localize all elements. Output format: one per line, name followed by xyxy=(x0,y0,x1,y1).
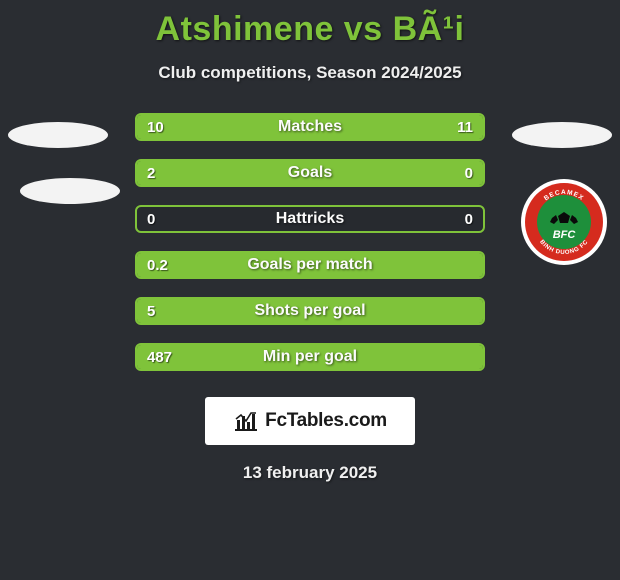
left-ellipse-2 xyxy=(20,178,120,204)
page-title: Atshimene vs BÃ¹i xyxy=(0,0,620,49)
stat-label: Min per goal xyxy=(137,348,483,366)
brand-box: FcTables.com xyxy=(205,397,415,445)
right-ellipse-1 xyxy=(512,122,612,148)
stat-label: Hattricks xyxy=(137,210,483,228)
date-text: 13 february 2025 xyxy=(0,463,620,483)
stat-label: Matches xyxy=(137,118,483,136)
brand-text: FcTables.com xyxy=(265,410,387,432)
stat-row: 0.2 Goals per match xyxy=(135,251,485,279)
page-subtitle: Club competitions, Season 2024/2025 xyxy=(0,63,620,83)
stat-row: 2 Goals 0 xyxy=(135,159,485,187)
stat-label: Goals per match xyxy=(137,256,483,274)
club-badge-icon: BECAMEX BINH DUONG FC BFC xyxy=(520,178,608,266)
stats-container: 10 Matches 11 2 Goals 0 0 Hattricks 0 0.… xyxy=(135,113,485,371)
stat-value-right: 11 xyxy=(457,119,473,136)
stat-row: 5 Shots per goal xyxy=(135,297,485,325)
stat-label: Goals xyxy=(137,164,483,182)
bar-chart-icon xyxy=(233,410,259,432)
stat-value-right: 0 xyxy=(465,165,473,182)
stat-row: 0 Hattricks 0 xyxy=(135,205,485,233)
stat-row: 487 Min per goal xyxy=(135,343,485,371)
stat-value-right: 0 xyxy=(465,211,473,228)
badge-center-text: BFC xyxy=(553,229,577,241)
stat-label: Shots per goal xyxy=(137,302,483,320)
left-ellipse-1 xyxy=(8,122,108,148)
stat-row: 10 Matches 11 xyxy=(135,113,485,141)
